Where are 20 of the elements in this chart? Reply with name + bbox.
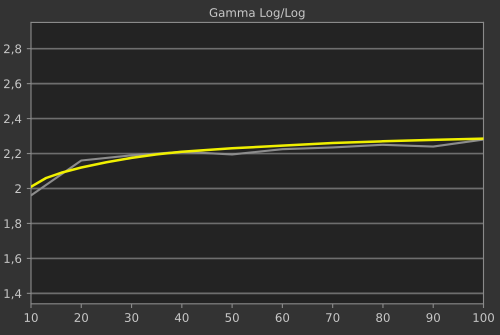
y-tick-label: 1,4 [4, 289, 22, 300]
y-tick-label: 2,4 [4, 114, 22, 124]
x-tick-label: 30 [124, 313, 138, 322]
x-tick-label: 40 [174, 313, 189, 322]
y-tick-label: 2,8 [4, 44, 22, 55]
x-tick-label: 10 [24, 313, 38, 322]
x-tick-label: 70 [326, 313, 340, 322]
y-tick-label: 2,6 [4, 79, 22, 90]
y-tick-label: 2 [15, 184, 21, 193]
x-tick-label: 20 [74, 313, 88, 322]
x-tick-label: 90 [426, 313, 440, 322]
x-tick-label: 100 [474, 313, 494, 322]
line-series [31, 137, 484, 188]
y-tick-label: 1,6 [4, 254, 22, 264]
x-tick-label: 50 [226, 313, 239, 322]
x-tick-label: 60 [276, 313, 290, 322]
chart-title: Gamma Log/Log [210, 8, 304, 20]
y-tick-label: 1,8 [4, 219, 22, 230]
x-tick-label: 80 [376, 313, 390, 322]
y-tick-label: 2,2 [4, 149, 21, 160]
